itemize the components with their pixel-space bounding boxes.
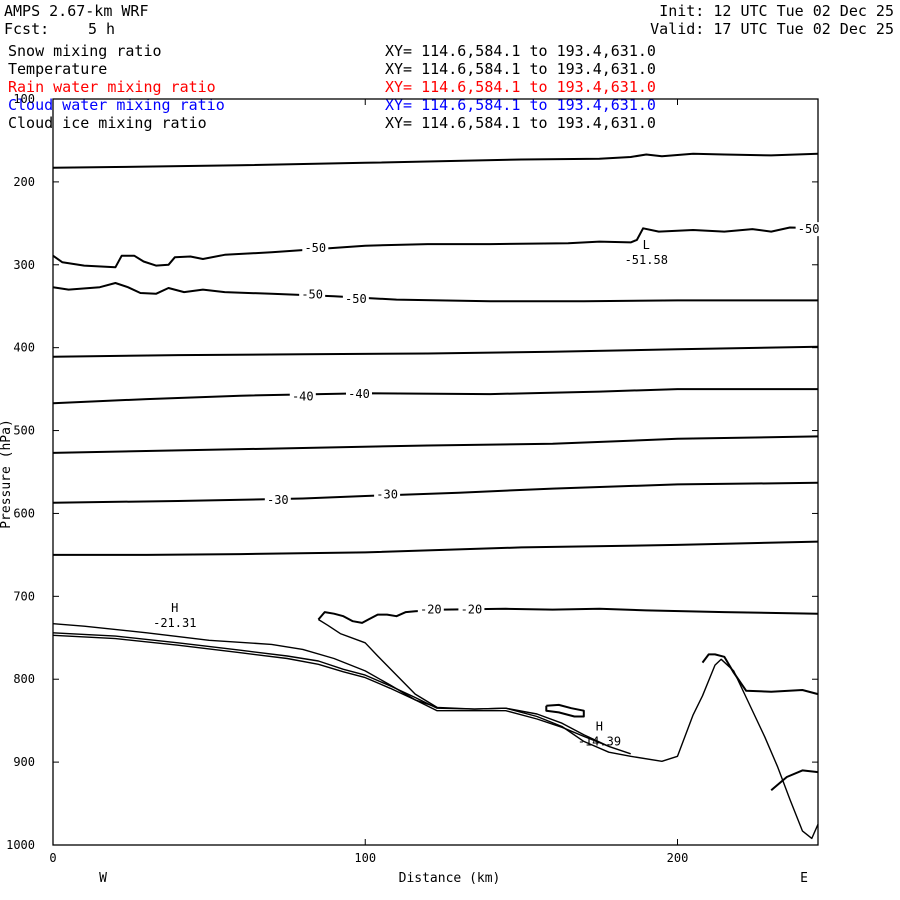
contour-label-8: -30 xyxy=(376,487,398,501)
temperature-contour-12 xyxy=(545,703,585,718)
y-tick-label-300: 300 xyxy=(13,258,35,272)
contour-label-bg-8 xyxy=(374,487,401,502)
contour-label-bg-10 xyxy=(458,602,485,617)
extremum-value-1: -51.58 xyxy=(625,253,668,267)
temperature-contour-9 xyxy=(317,607,819,624)
field-xy-cloud-ice: XY= 114.6,584.1 to 193.4,631.0 xyxy=(385,114,656,132)
extremum-l-1: L xyxy=(643,238,650,252)
terrain-line-1 xyxy=(52,632,819,840)
y-tick-label-500: 500 xyxy=(13,424,35,438)
x-tick-label-100: 100 xyxy=(354,851,376,865)
temperature-contour-2 xyxy=(52,226,819,269)
contour-label-3: -50 xyxy=(301,288,323,302)
contour-label-2: -50 xyxy=(798,222,820,236)
extremum-value-2: -21.31 xyxy=(153,616,196,630)
y-tick-label-600: 600 xyxy=(13,506,35,520)
contour-label-1: -50 xyxy=(304,241,326,255)
fcst-value: 5 h xyxy=(88,20,116,38)
y-tick-label-800: 800 xyxy=(13,672,35,686)
init-time: Init: 12 UTC Tue 02 Dec 25 xyxy=(659,2,894,20)
terrain-line-4 xyxy=(318,618,438,708)
field-name-rain: Rain water mixing ratio xyxy=(8,78,216,96)
contour-label-7: -30 xyxy=(267,493,289,507)
x-tick-label-200: 200 xyxy=(667,851,689,865)
contour-label-bg-4 xyxy=(342,291,369,306)
temperature-contour-11 xyxy=(770,769,819,792)
contour-label-bg-3 xyxy=(299,287,326,302)
field-xy-snow: XY= 114.6,584.1 to 193.4,631.0 xyxy=(385,42,656,60)
contour-label-bg-1 xyxy=(302,241,329,256)
field-xy-temperature: XY= 114.6,584.1 to 193.4,631.0 xyxy=(385,60,656,78)
temperature-contour-7 xyxy=(52,481,819,504)
field-name-cloud-ice: Cloud ice mixing ratio xyxy=(8,114,207,132)
temperature-contour-10 xyxy=(701,653,819,696)
y-tick-label-900: 900 xyxy=(13,755,35,769)
x-end-label-west: W xyxy=(99,871,107,886)
valid-time: Valid: 17 UTC Tue 02 Dec 25 xyxy=(650,20,894,38)
y-tick-label-100: 100 xyxy=(13,92,35,106)
contour-label-6: -40 xyxy=(348,387,370,401)
contour-label-9: -20 xyxy=(420,603,442,617)
contour-label-4: -50 xyxy=(345,292,367,306)
extremum-h-2: H xyxy=(171,601,178,615)
contour-label-bg-5 xyxy=(289,389,316,404)
x-end-label-east: E xyxy=(800,871,808,886)
x-tick-label-0: 0 xyxy=(49,851,56,865)
contour-label-bg-9 xyxy=(417,602,444,617)
contour-label-bg-7 xyxy=(264,493,291,508)
field-xy-cloud-water: XY= 114.6,584.1 to 193.4,631.0 xyxy=(385,96,656,114)
x-axis-title: Distance (km) xyxy=(399,871,501,886)
y-tick-label-200: 200 xyxy=(13,175,35,189)
contour-label-5: -40 xyxy=(292,390,314,404)
temperature-contour-1 xyxy=(52,152,819,169)
temperature-contour-8 xyxy=(53,540,819,556)
temperature-contour-3 xyxy=(52,282,818,303)
field-name-temperature: Temperature xyxy=(8,60,108,78)
temperature-contour-5 xyxy=(52,388,818,405)
temperature-contour-4 xyxy=(52,345,819,358)
extremum-value-3: -14.39 xyxy=(578,735,621,749)
field-name-snow: Snow mixing ratio xyxy=(8,42,162,60)
contour-label-bg-2 xyxy=(795,222,822,237)
field-xy-rain: XY= 114.6,584.1 to 193.4,631.0 xyxy=(385,78,656,96)
y-axis-title: Pressure (hPa) xyxy=(0,419,14,529)
y-tick-label-700: 700 xyxy=(13,589,35,603)
extremum-h-3: H xyxy=(596,720,603,734)
terrain-line-2 xyxy=(52,634,610,748)
y-tick-label-1000: 1000 xyxy=(6,838,35,852)
field-name-cloud-water: Cloud water mixing ratio xyxy=(8,96,225,114)
plot-frame xyxy=(52,98,819,846)
contour-label-10: -20 xyxy=(461,603,483,617)
model-title: AMPS 2.67-km WRF xyxy=(4,2,149,20)
contour-label-bg-6 xyxy=(346,387,372,402)
terrain-line-3 xyxy=(52,623,631,755)
temperature-contour-6 xyxy=(52,435,819,454)
fcst-label: Fcst: xyxy=(4,20,50,38)
y-tick-label-400: 400 xyxy=(13,341,35,355)
